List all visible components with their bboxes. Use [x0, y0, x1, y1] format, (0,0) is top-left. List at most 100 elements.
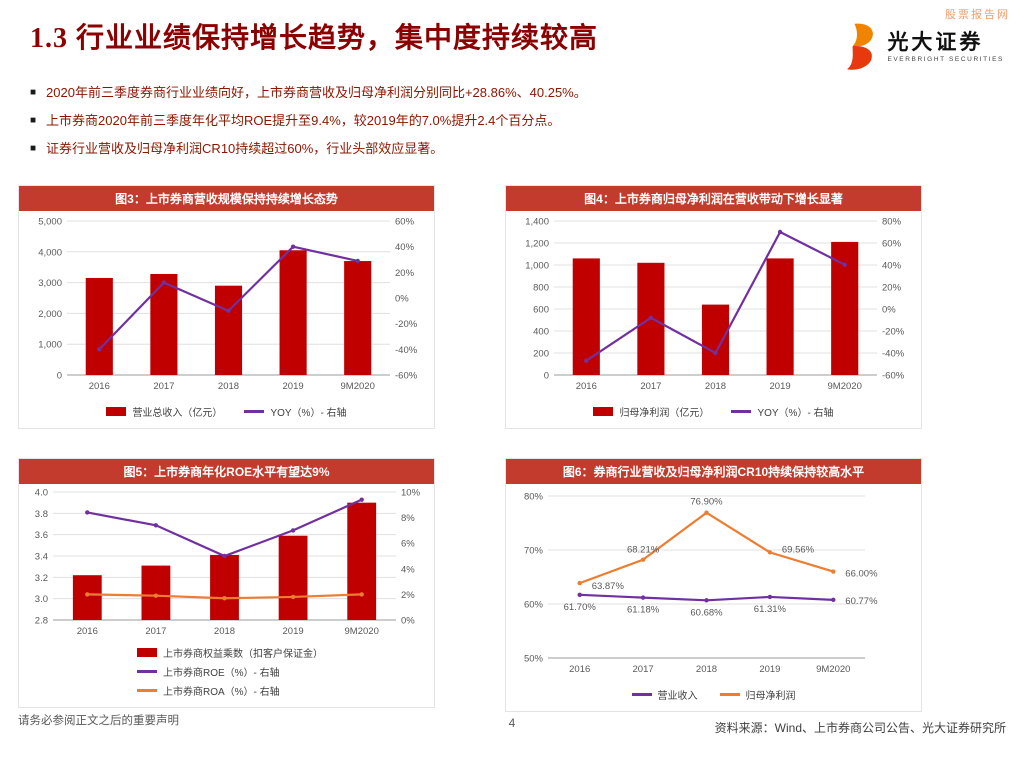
figure-6-title: 图6：券商行业营收及归母净利润CR10持续保持较高水平	[506, 458, 921, 484]
svg-text:3.0: 3.0	[35, 594, 48, 605]
svg-text:60%: 60%	[882, 238, 902, 249]
legend-line-swatch-icon	[731, 409, 752, 413]
bullet-item: ■ 2020年前三季度券商行业业绩向好，上市券商营收及归母净利润分别同比+28.…	[30, 84, 1024, 102]
logo-text: 光大证券 EVERBRIGHT SECURITIES	[887, 31, 1004, 63]
figure-4-panel: 图4：上市券商归母净利润在营收带动下增长显著 0 200 400 600 800 1,00…	[505, 184, 922, 429]
svg-text:-60%: -60%	[395, 370, 418, 381]
bullet-list: ■ 2020年前三季度券商行业业绩向好，上市券商营收及归母净利润分别同比+28.…	[30, 84, 1024, 159]
svg-text:9M2020: 9M2020	[341, 381, 375, 392]
svg-text:4,000: 4,000	[38, 247, 62, 258]
figure-6-panel: 图6：券商行业营收及归母净利润CR10持续保持较高水平 50% 60% 70% 80%…	[505, 457, 922, 712]
svg-text:2017: 2017	[633, 664, 654, 675]
svg-text:2.8: 2.8	[35, 615, 48, 626]
svg-text:70%: 70%	[524, 545, 544, 556]
svg-text:40%: 40%	[882, 260, 902, 271]
bullet-text: 证券行业营收及归母净利润CR10持续超过60%，行业头部效应显著。	[46, 141, 444, 157]
svg-text:1,400: 1,400	[525, 216, 549, 227]
svg-text:2016: 2016	[569, 664, 590, 675]
figure-5-title: 图5：上市券商年化ROE水平有望达9%	[19, 458, 434, 484]
svg-text:-20%: -20%	[882, 326, 905, 337]
svg-text:60%: 60%	[524, 599, 544, 610]
svg-text:2018: 2018	[218, 381, 239, 392]
svg-text:9M2020: 9M2020	[816, 664, 850, 675]
svg-text:68.21%: 68.21%	[627, 544, 660, 555]
svg-text:2018: 2018	[696, 664, 717, 675]
svg-text:2018: 2018	[214, 626, 235, 637]
svg-text:60%: 60%	[395, 216, 415, 227]
figure-3-legend: 营业总收入（亿元） YOY（%）- 右轴	[19, 399, 434, 428]
legend-item: 上市券商ROA（%）- 右轴	[137, 683, 280, 698]
figure-5-legend: 上市券商权益乘数（扣客户保证金） 上市券商ROE（%）- 右轴 上市券商ROA（%）…	[19, 642, 434, 707]
watermark-text: 股票报告网	[945, 9, 1010, 21]
svg-text:2019: 2019	[759, 664, 780, 675]
svg-text:200: 200	[533, 348, 549, 359]
everbright-logo: 光大证券 EVERBRIGHT SECURITIES	[841, 22, 1004, 72]
svg-text:2017: 2017	[145, 626, 166, 637]
legend-label: 归母净利润	[745, 690, 796, 702]
legend-item: 归母净利润	[719, 687, 796, 702]
figure-3-chart: 0 1,000 2,000 3,000 4,000 5,000 -60% -40% -20% 0%…	[38, 216, 418, 392]
figure-4-legend: 归母净利润（亿元） YOY（%）- 右轴	[506, 399, 921, 428]
svg-text:6%: 6%	[401, 538, 415, 549]
svg-text:4.0: 4.0	[35, 487, 48, 498]
svg-text:2016: 2016	[89, 381, 110, 392]
svg-text:0: 0	[544, 370, 549, 381]
svg-text:20%: 20%	[882, 282, 902, 293]
svg-text:0%: 0%	[395, 293, 409, 304]
bullet-text: 上市券商2020年前三季度年化平均ROE提升至9.4%，较2019年的7.0%提…	[46, 113, 561, 129]
figure-6-chart: 50% 60% 70% 80% 2016 2017 2018 2019 9M2020 61.70%…	[524, 491, 878, 675]
svg-text:2016: 2016	[576, 381, 597, 392]
svg-text:1,000: 1,000	[525, 260, 549, 271]
svg-text:80%: 80%	[882, 216, 902, 227]
legend-line-swatch-icon	[631, 692, 652, 696]
figure-5-panel: 图5：上市券商年化ROE水平有望达9% 2.8 3.0 3.2 3.4 3.6 3.8 4.…	[18, 457, 435, 708]
svg-text:0%: 0%	[882, 304, 896, 315]
svg-text:5,000: 5,000	[38, 216, 62, 227]
legend-item: 归母净利润（亿元）	[593, 404, 709, 419]
svg-text:-60%: -60%	[882, 370, 905, 381]
figure-6-legend: 营业收入 归母净利润	[506, 682, 921, 711]
legend-item: 营业收入	[631, 687, 698, 702]
footer-source: 资料来源：Wind、上市券商公司公告、光大证券研究所	[714, 721, 1006, 735]
legend-label: 上市券商ROA（%）- 右轴	[163, 686, 280, 698]
figure-4-chart: 0 200 400 600 800 1,000 1,200 1,400 -60% -40% -20%…	[525, 216, 905, 392]
legend-item: YOY（%）- 右轴	[244, 404, 347, 419]
svg-text:4%: 4%	[401, 564, 415, 575]
legend-label: 上市券商ROE（%）- 右轴	[163, 667, 280, 679]
svg-text:1,200: 1,200	[525, 238, 549, 249]
svg-text:8%: 8%	[401, 513, 415, 524]
svg-text:2017: 2017	[640, 381, 661, 392]
svg-text:60.68%: 60.68%	[690, 607, 723, 618]
svg-text:800: 800	[533, 282, 549, 293]
figure-4-title: 图4：上市券商归母净利润在营收带动下增长显著	[506, 185, 921, 211]
figure-5-chart: 2.8 3.0 3.2 3.4 3.6 3.8 4.0 0% 2% 4% 6% 8% 10% 2016 20…	[35, 487, 421, 637]
bullet-text: 2020年前三季度券商行业业绩向好，上市券商营收及归母净利润分别同比+28.86…	[46, 85, 587, 100]
svg-text:3.8: 3.8	[35, 508, 48, 519]
svg-text:2017: 2017	[153, 381, 174, 392]
bullet-item: ■ 上市券商2020年前三季度年化平均ROE提升至9.4%，较2019年的7.0…	[30, 112, 1024, 130]
legend-item: YOY（%）- 右轴	[731, 404, 834, 419]
legend-line-swatch-icon	[137, 688, 157, 692]
svg-text:-20%: -20%	[395, 319, 418, 330]
svg-text:400: 400	[533, 326, 549, 337]
legend-line-swatch-icon	[244, 409, 265, 413]
svg-text:2,000: 2,000	[38, 308, 62, 319]
logo-en: EVERBRIGHT SECURITIES	[887, 56, 1004, 64]
footer-disclaimer: 请务必参阅正文之后的重要声明	[18, 715, 179, 727]
header: 1.3 行业业绩保持增长趋势，集中度持续较高 股票报告网 光大证券 EVERBR…	[0, 0, 1024, 78]
svg-text:3.6: 3.6	[35, 530, 48, 541]
legend-label: YOY（%）- 右轴	[757, 407, 834, 419]
svg-text:0%: 0%	[401, 615, 415, 626]
legend-line-swatch-icon	[719, 692, 740, 696]
svg-text:2019: 2019	[283, 626, 304, 637]
svg-text:3,000: 3,000	[38, 278, 62, 289]
svg-text:61.70%: 61.70%	[564, 601, 597, 612]
svg-text:69.56%: 69.56%	[782, 544, 815, 555]
figure-3-title: 图3：上市券商营收规模保持持续增长态势	[19, 185, 434, 211]
svg-text:-40%: -40%	[882, 348, 905, 359]
bullet-square-icon: ■	[30, 87, 37, 98]
svg-text:40%: 40%	[395, 242, 415, 253]
legend-label: YOY（%）- 右轴	[270, 407, 347, 419]
svg-text:76.90%: 76.90%	[690, 496, 723, 507]
legend-label: 归母净利润（亿元）	[619, 407, 710, 419]
